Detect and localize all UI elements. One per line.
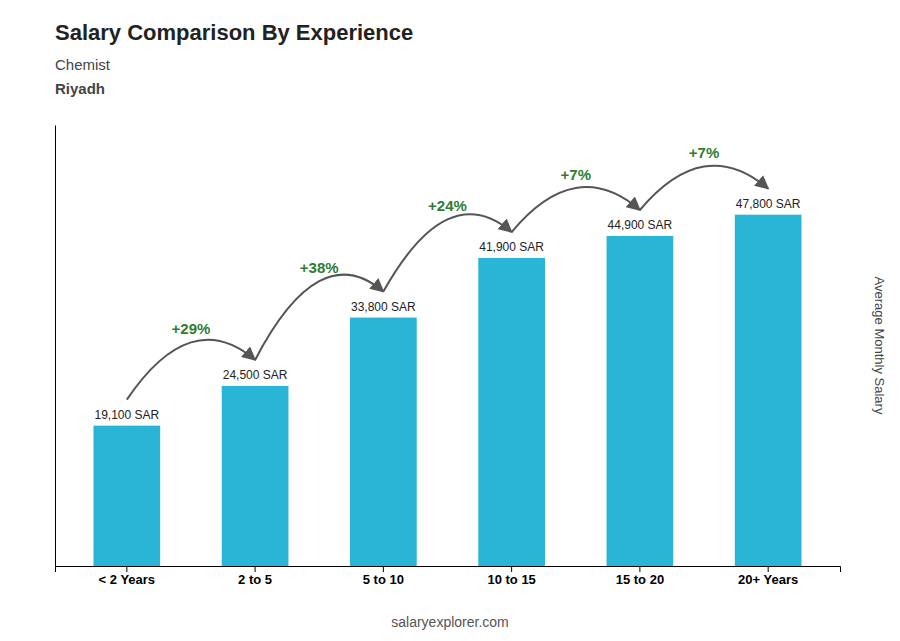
title: Salary Comparison By Experience — [55, 20, 413, 45]
change-arrow — [640, 166, 768, 210]
x-tick: 10 to 15 — [487, 566, 535, 587]
change-arrow — [127, 340, 255, 400]
change-arrow — [383, 214, 511, 291]
x-tick-mark — [511, 566, 512, 572]
bar — [93, 426, 160, 566]
data-label: 19,100 SAR — [94, 408, 159, 422]
data-label: 24,500 SAR — [223, 368, 288, 382]
source: salaryexplorer.com — [391, 614, 509, 630]
y-axis — [55, 126, 56, 567]
x-tick-mark — [255, 566, 256, 572]
x-tick: < 2 Years — [99, 566, 156, 587]
bar — [350, 318, 417, 566]
x-tick-mark — [383, 566, 384, 572]
y-axis-title: Average Monthly Salary — [872, 277, 887, 415]
x-tick-label: 20+ Years — [738, 572, 798, 587]
subtitle: Chemist — [55, 56, 111, 73]
x-tick-mark — [768, 566, 769, 572]
change-arrow — [512, 187, 640, 232]
annotation: +7% — [689, 144, 719, 161]
bar — [735, 215, 802, 566]
annotation: +29% — [172, 320, 211, 337]
x-tick-label: 5 to 10 — [363, 572, 404, 587]
plot: < 2 Years 2 to 5 5 to 10 10 to 15 15 to 20 20… — [56, 126, 841, 588]
bars — [93, 215, 801, 566]
x-tick-label: 10 to 15 — [487, 572, 535, 587]
change-arrow — [255, 275, 383, 360]
chart: Salary Comparison By Experience Chemist Ri… — [0, 0, 900, 641]
x-tick-mark — [126, 566, 127, 572]
data-label: 47,800 SAR — [736, 197, 801, 211]
x-tick-label: < 2 Years — [99, 572, 156, 587]
data-label: 33,800 SAR — [351, 300, 416, 314]
x-tick: 15 to 20 — [616, 566, 664, 587]
bar — [222, 386, 289, 566]
data-label: 41,900 SAR — [479, 240, 544, 254]
x-tick-label: 2 to 5 — [238, 572, 272, 587]
annotation: +24% — [428, 197, 467, 214]
x-tick: 5 to 10 — [363, 566, 404, 587]
subtitle: Riyadh — [55, 80, 105, 97]
annotation: +38% — [300, 259, 339, 276]
bar — [478, 258, 545, 566]
data-label: 44,900 SAR — [608, 218, 673, 232]
x-tick-mark — [639, 566, 640, 572]
x-tick: 2 to 5 — [238, 566, 272, 587]
x-axis-line — [56, 567, 841, 573]
bar — [607, 236, 674, 566]
x-tick: 20+ Years — [738, 566, 798, 587]
x-axis: < 2 Years 2 to 5 5 to 10 10 to 15 15 to 20 20… — [56, 566, 841, 587]
x-tick-label: 15 to 20 — [616, 572, 664, 587]
y-axis-line — [55, 126, 56, 567]
annotation: +7% — [561, 166, 591, 183]
